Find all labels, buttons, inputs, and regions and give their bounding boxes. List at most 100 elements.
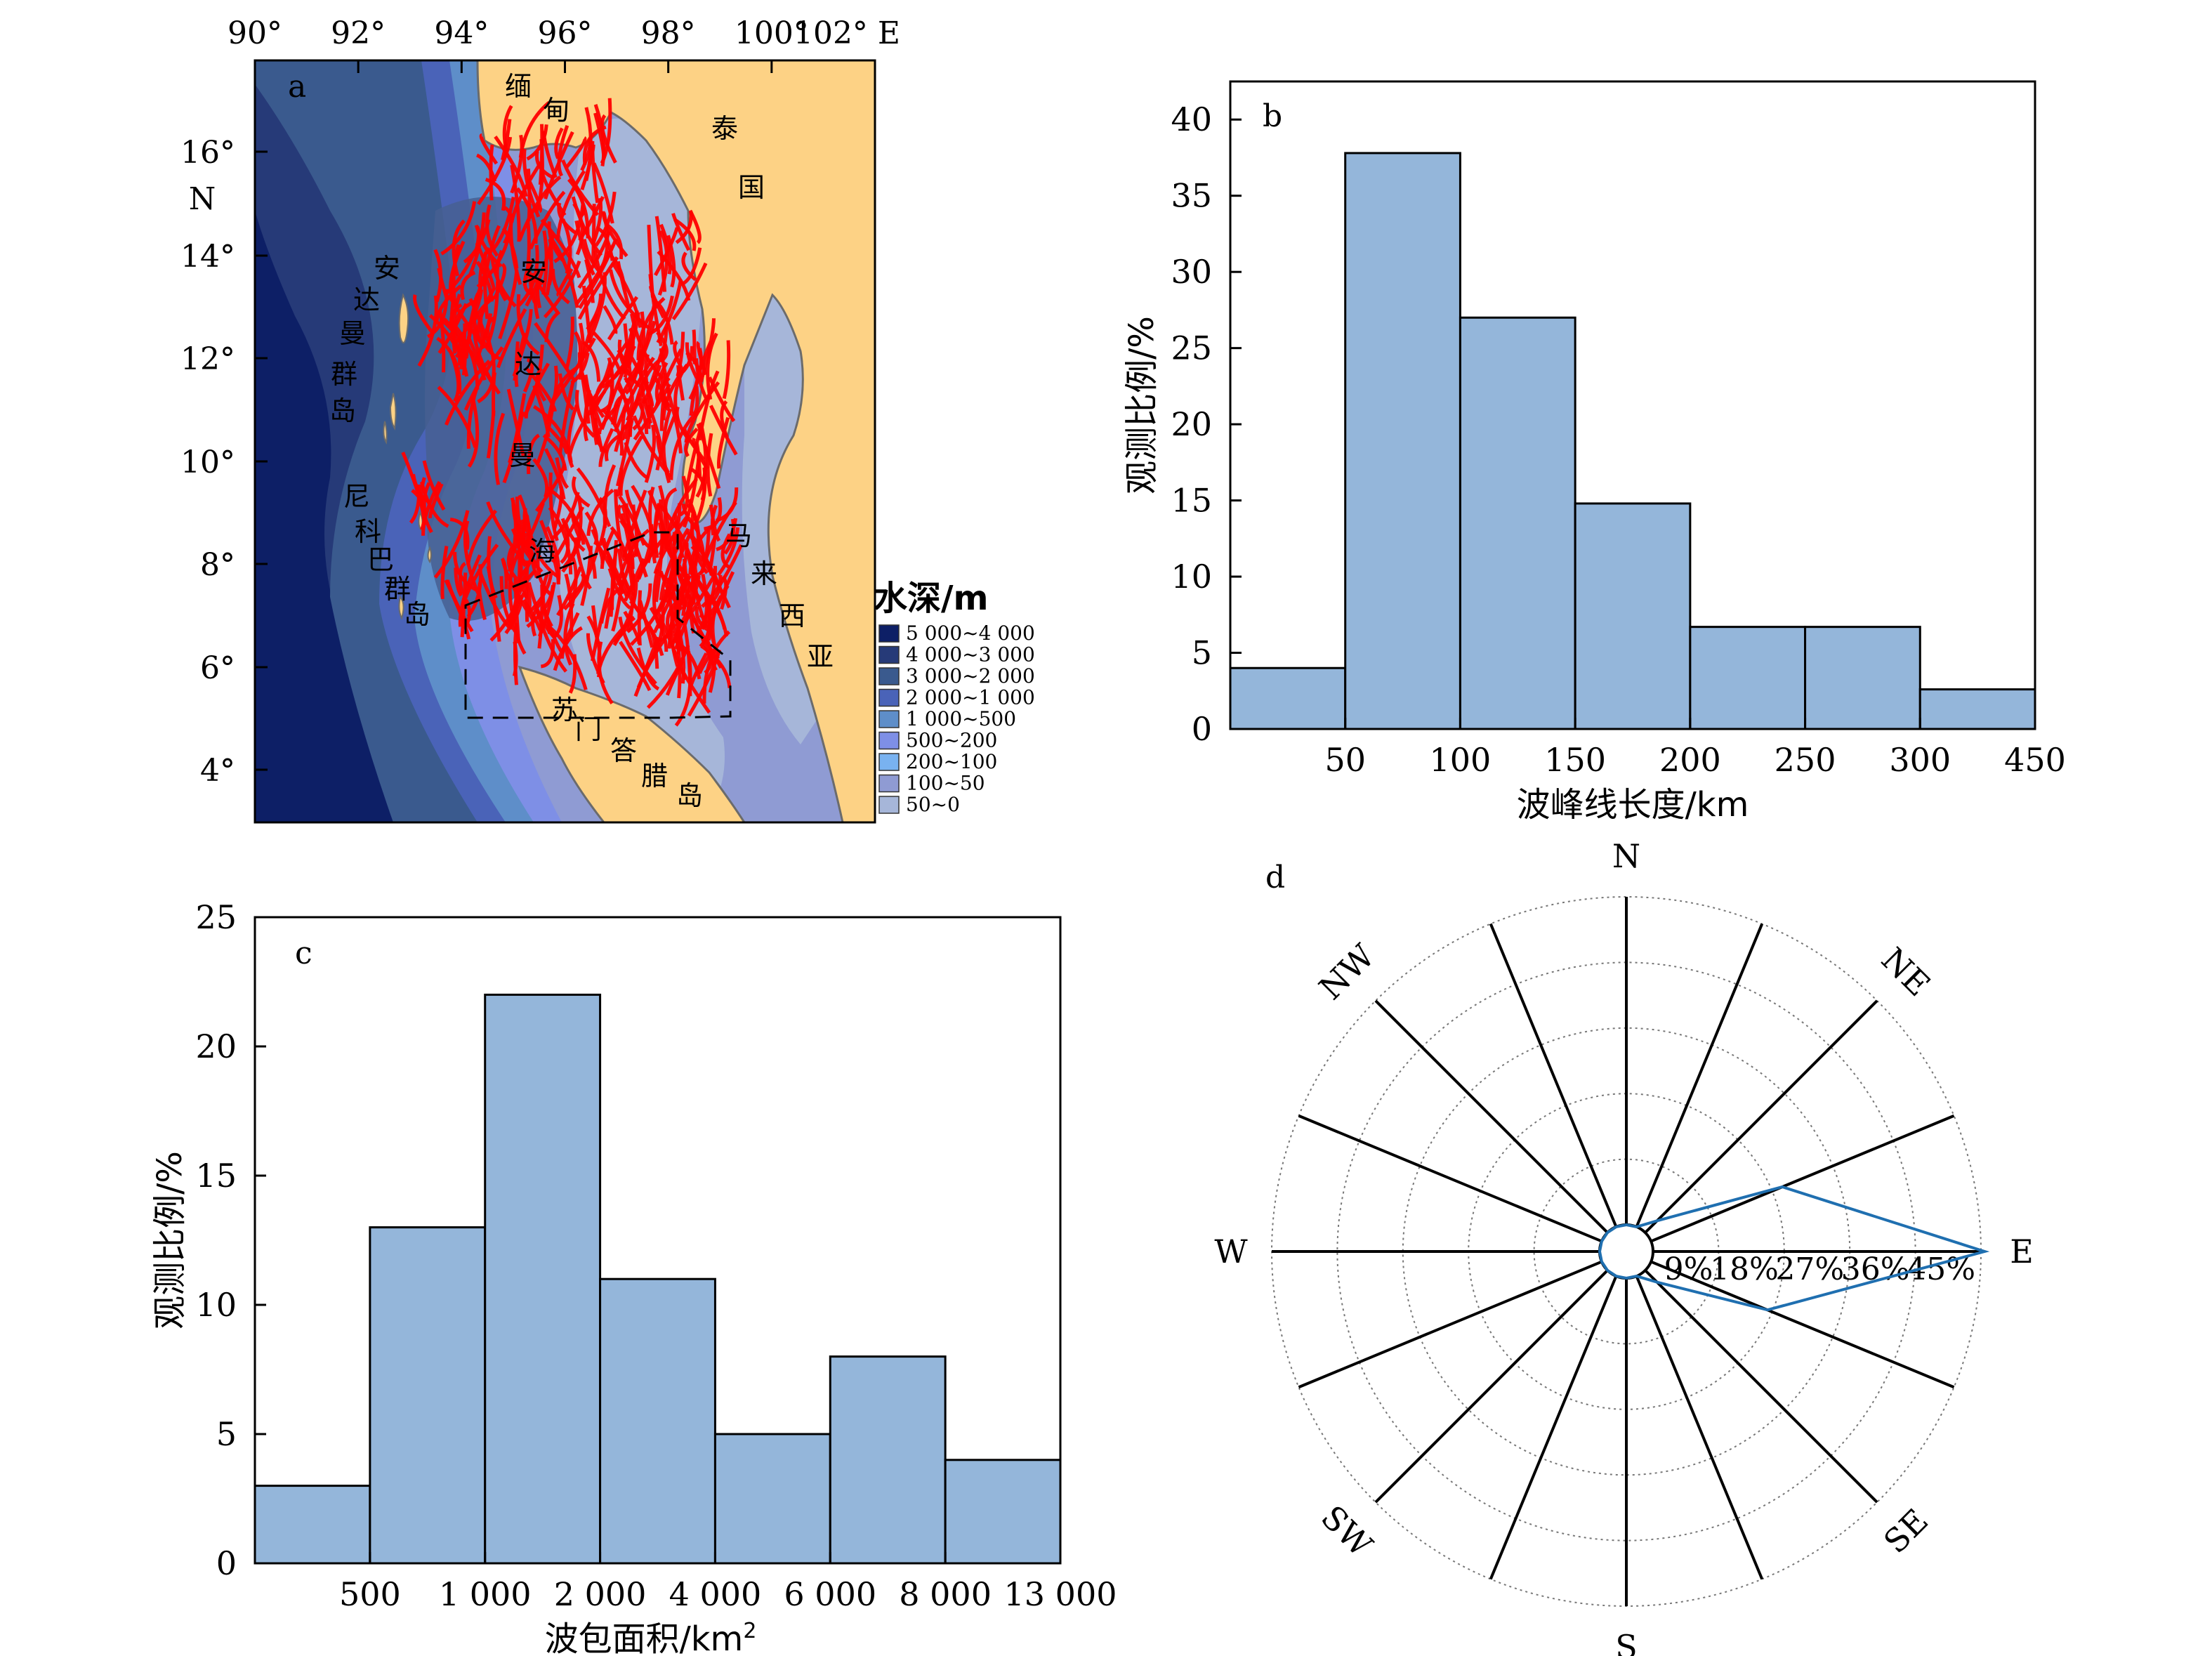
wave-crest — [699, 598, 712, 648]
wave-crest — [578, 313, 599, 380]
rose-direction-label: S — [1615, 1628, 1638, 1656]
place-label-char: 尼 — [343, 481, 370, 512]
place-label-char: 来 — [751, 558, 777, 589]
wave-crest — [692, 386, 699, 416]
lon-tick-label: 96° — [538, 15, 593, 51]
wave-crest — [646, 404, 664, 452]
wave-crest — [510, 134, 524, 194]
rose-spoke — [1374, 999, 1609, 1234]
wave-crest — [516, 294, 540, 355]
wave-crest — [494, 412, 506, 485]
wave-crest — [526, 124, 548, 161]
wave-crest — [552, 485, 563, 531]
wave-crest — [544, 447, 566, 500]
histogram-bar — [1344, 152, 1461, 730]
wave-crest — [567, 404, 579, 468]
wave-crest — [494, 136, 528, 197]
x-tick-label: 250 — [1775, 741, 1836, 779]
wave-crest — [602, 408, 624, 456]
wave-crest — [690, 510, 709, 574]
wave-crest — [511, 519, 526, 551]
wave-crest — [722, 340, 731, 400]
wave-crest — [685, 351, 703, 379]
wave-crest — [449, 353, 461, 402]
lon-tick-label: 94° — [434, 15, 489, 51]
legend-label: 500~200 — [906, 729, 997, 752]
place-label-char: 海 — [529, 536, 555, 567]
y-tick-label: 15 — [195, 1157, 237, 1195]
wave-crest — [664, 558, 677, 603]
wave-crest — [652, 374, 672, 409]
wave-crest — [697, 370, 720, 441]
rose-direction-label: W — [1214, 1233, 1248, 1270]
wave-crest — [624, 442, 649, 480]
wave-crest — [665, 660, 685, 696]
wave-crest — [644, 424, 657, 483]
wave-crest — [671, 262, 708, 320]
internal-wave-crests — [401, 98, 743, 727]
x-axis-title: 波峰线长度/km — [1517, 785, 1749, 824]
y-tick-label: 25 — [195, 898, 237, 936]
wave-crest — [673, 218, 697, 251]
nicobar-islands — [398, 511, 432, 620]
wave-crest — [569, 495, 583, 562]
wave-crest — [591, 587, 611, 662]
panel-c-histogram: 0 5 10 15 20 25 500 1 000 2 000 4 000 6 000 8 000 13… — [150, 898, 1117, 1656]
wave-crest — [565, 316, 574, 371]
wave-crest — [692, 553, 718, 606]
y-axis-title: 观测比例/% — [1122, 316, 1161, 494]
wave-crest — [681, 251, 697, 282]
wave-crest — [489, 594, 522, 642]
study-area-box — [464, 531, 732, 719]
histogram-bar — [254, 1485, 371, 1565]
wave-crest — [685, 342, 699, 381]
y-tick-label: 5 — [216, 1415, 237, 1453]
panel-a-map: 90° 92° 94° 96° 98° 100°102° E 16° 14° 12° 10° 8° 6… — [180, 15, 1035, 824]
wave-crest — [536, 277, 542, 309]
wave-crest — [440, 546, 449, 600]
wave-crest — [506, 388, 525, 456]
place-label-char: 安 — [520, 256, 547, 287]
wave-crest — [540, 218, 581, 279]
wave-crest — [426, 289, 449, 339]
wave-crest — [716, 527, 740, 577]
wave-crest — [597, 641, 614, 704]
rose-direction-label: N — [1612, 837, 1640, 875]
wave-crest — [526, 169, 532, 222]
rose-spoke — [1298, 1114, 1602, 1243]
rose-spoke — [1650, 1260, 1955, 1389]
wave-crest — [491, 197, 515, 251]
y-tick-label: 15 — [1171, 482, 1212, 520]
wave-crest — [646, 645, 690, 709]
wave-crest — [543, 260, 581, 319]
place-label-char: 苏 — [551, 695, 578, 725]
place-label-char: 岛 — [404, 599, 430, 630]
wave-crest — [482, 251, 489, 320]
wave-crest — [502, 411, 525, 484]
rose-spoke — [1644, 1269, 1878, 1504]
lat-tick-label: 10° — [180, 445, 235, 480]
wave-crest — [558, 379, 576, 454]
y-tick-label: 5 — [1192, 634, 1212, 672]
histogram-bar — [1459, 316, 1576, 730]
wave-crest — [452, 294, 461, 354]
wave-crest — [550, 492, 580, 541]
x-tick-label: 100 — [1430, 741, 1492, 779]
wave-crest — [636, 648, 660, 691]
rose-ring-label: 18% — [1710, 1251, 1779, 1287]
wave-crest — [635, 520, 679, 583]
place-label-char: 岛 — [676, 780, 703, 811]
lon-tick-label: 98° — [641, 15, 696, 51]
wave-crest — [584, 511, 598, 546]
rose-spoke — [1374, 1269, 1609, 1504]
legend-label: 200~100 — [906, 750, 997, 773]
wave-crest — [616, 386, 633, 438]
y-tick-label: 25 — [1171, 329, 1212, 367]
histogram-bar — [829, 1355, 947, 1565]
wave-crest — [401, 452, 426, 525]
wave-crest — [454, 567, 463, 597]
wave-crest — [657, 230, 669, 296]
wave-crest — [656, 279, 683, 344]
legend-swatch — [878, 774, 900, 793]
x-tick-label: 6 000 — [784, 1575, 876, 1613]
